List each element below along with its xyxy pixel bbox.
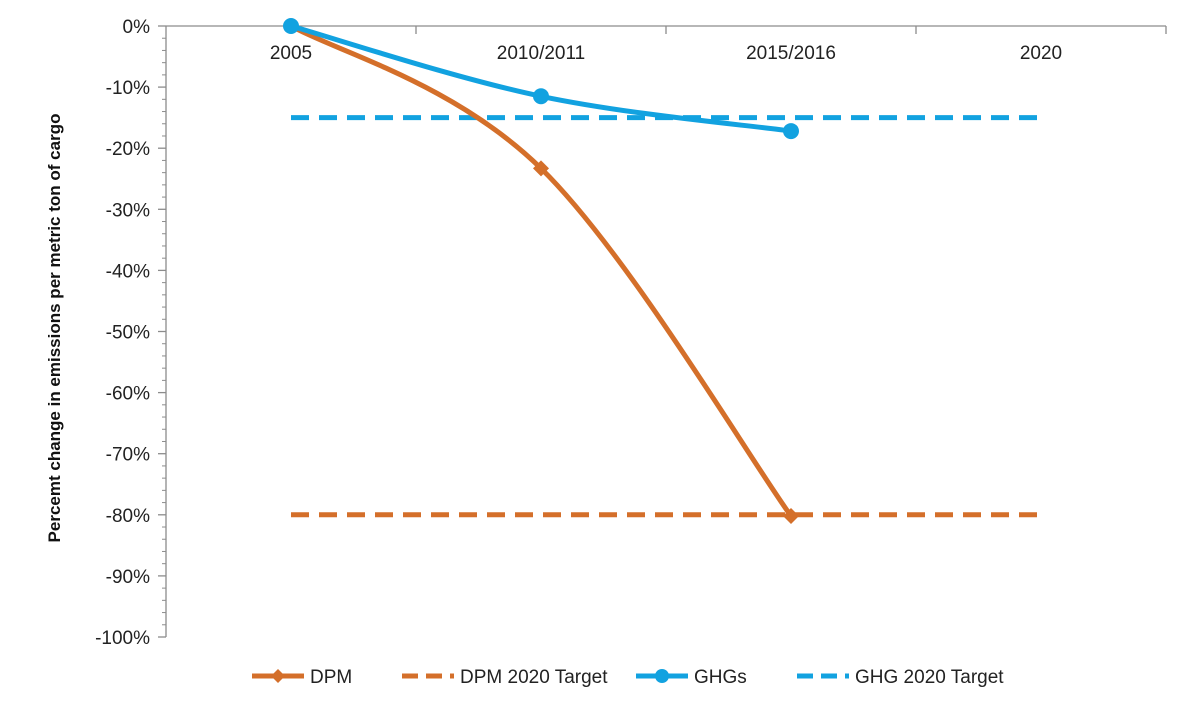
- y-tick-label: -20%: [106, 139, 150, 160]
- y-tick-label: -70%: [106, 445, 150, 466]
- legend-item-dpm: DPM: [252, 667, 352, 688]
- series-layer: [283, 18, 1041, 525]
- x-tick-labels: 2005 2010/2011 2015/2016 2020: [270, 43, 1062, 64]
- legend-label: DPM 2020 Target: [460, 667, 608, 688]
- legend: DPM DPM 2020 Target GHGs GHG 2020 Target: [252, 667, 1004, 688]
- legend-marker: [271, 669, 285, 683]
- axes: [158, 25, 1167, 638]
- data-point-dpm: [783, 508, 799, 525]
- y-tick-label: -60%: [106, 384, 150, 405]
- y-tick-labels: 0% -10% -20% -30% -40% -50% -60% -70% -80% -90% -1…: [95, 17, 150, 649]
- legend-item-ghgs: GHGs: [636, 667, 747, 688]
- x-tick-label: 2015/2016: [746, 43, 836, 64]
- y-tick-label: -40%: [106, 261, 150, 282]
- legend-label: GHGs: [694, 667, 747, 688]
- legend-marker: [655, 669, 669, 683]
- data-point-ghgs: [783, 123, 799, 140]
- data-point-ghgs: [283, 18, 299, 34]
- y-axis-title: Percemt change in emissions per metric t…: [45, 114, 64, 543]
- legend-label: DPM: [310, 667, 352, 688]
- legend-label: GHG 2020 Target: [855, 667, 1004, 688]
- y-tick-label: -90%: [106, 567, 150, 588]
- data-point-ghgs: [533, 88, 549, 105]
- series-line-dpm: [288, 23, 794, 519]
- y-tick-label: -100%: [95, 628, 150, 649]
- y-tick-label: -10%: [106, 78, 150, 99]
- x-tick-label: 2005: [270, 43, 312, 64]
- y-tick-label: -80%: [106, 506, 150, 527]
- legend-item-dpm-2020-target: DPM 2020 Target: [402, 667, 608, 688]
- y-tick-label: -50%: [106, 323, 150, 344]
- x-tick-label: 2010/2011: [497, 43, 585, 64]
- data-point-dpm: [533, 160, 549, 177]
- legend-item-ghg-2020-target: GHG 2020 Target: [797, 667, 1004, 688]
- y-tick-label: -30%: [106, 200, 150, 221]
- series-ghgs: [283, 18, 799, 140]
- y-tick-label: 0%: [123, 17, 151, 38]
- x-tick-label: 2020: [1020, 43, 1062, 64]
